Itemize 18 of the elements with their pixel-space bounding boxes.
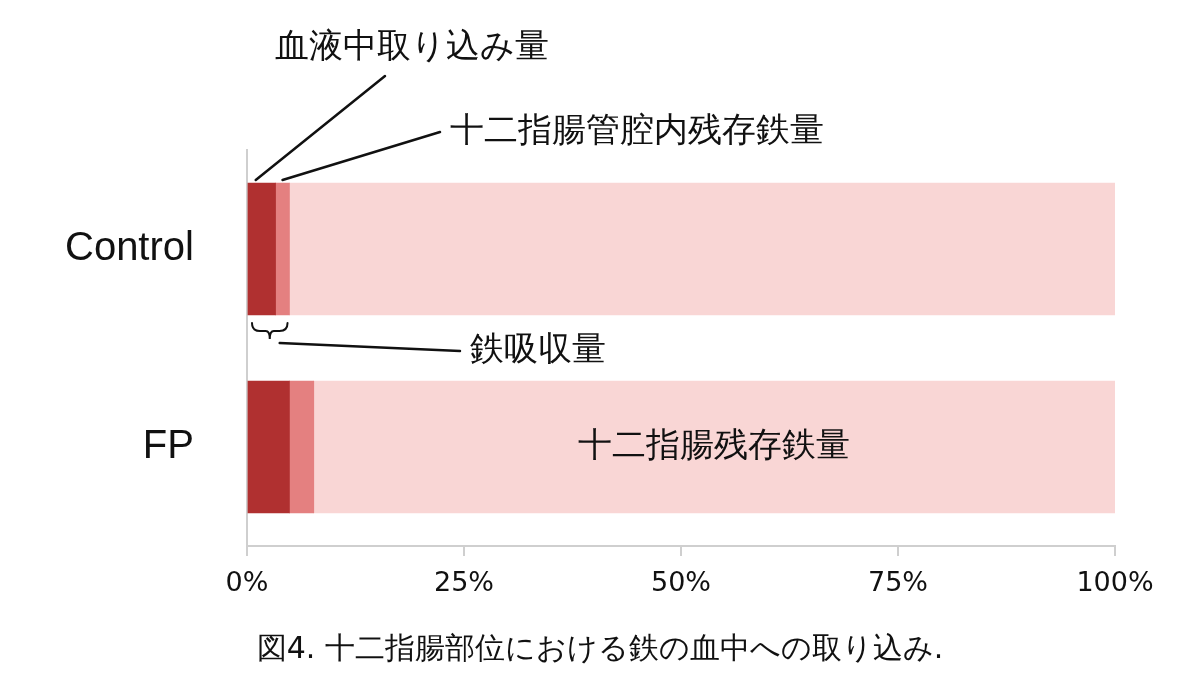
bar <box>313 380 1115 514</box>
series-label: 十二指腸残存鉄量 <box>578 423 851 464</box>
bar <box>247 380 290 514</box>
text: 十二指腸管腔内残存鉄量 <box>450 108 824 149</box>
y-tick-label: FP <box>142 422 194 467</box>
annotation: 鉄吸収量 <box>470 327 606 368</box>
x-tick-label: 0% <box>225 566 269 598</box>
x-tick-label: 50% <box>650 566 711 598</box>
bar <box>275 182 290 316</box>
y-tick-label: Control <box>64 224 194 269</box>
x-tick-label: 100% <box>1076 566 1154 598</box>
caption: 図4. 十二指腸部位における鉄の血中への取り込み. <box>255 629 945 667</box>
x-tick-label: 25% <box>433 566 494 598</box>
text: 血液中取り込み量 <box>275 24 549 65</box>
bar <box>247 182 276 316</box>
x-tick-label: 75% <box>867 566 928 598</box>
bar <box>289 182 1115 316</box>
bar <box>289 380 315 514</box>
